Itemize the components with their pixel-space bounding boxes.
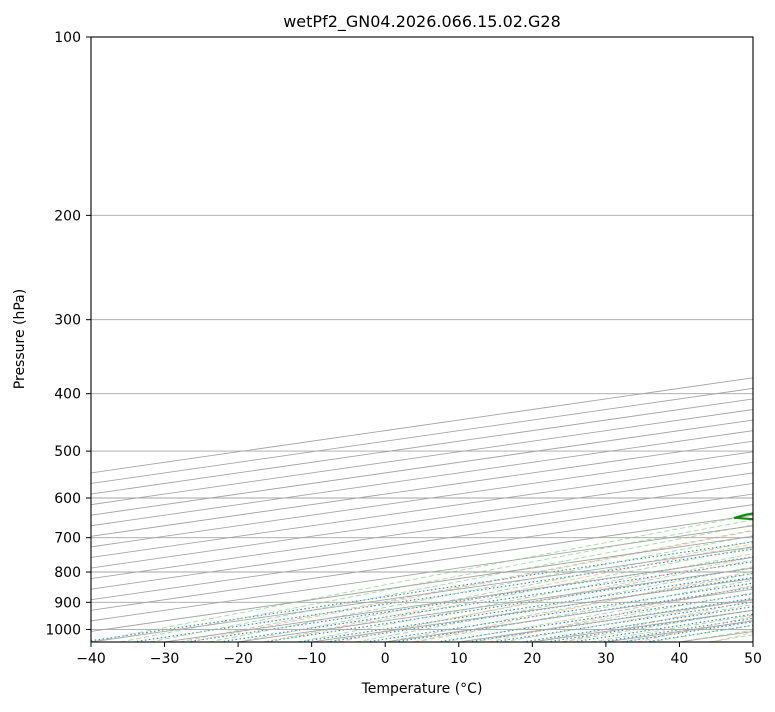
x-tick-label: −10 — [297, 651, 327, 667]
chart-title: wetPf2_GN04.2026.066.15.02.G28 — [283, 12, 561, 32]
x-tick-label: 30 — [597, 651, 615, 667]
y-tick-label: 100 — [54, 30, 81, 46]
x-tick-label: −20 — [223, 651, 253, 667]
plot-area — [91, 37, 753, 642]
y-axis-label: Pressure (hPa) — [12, 289, 28, 389]
x-tick-label: −30 — [150, 651, 180, 667]
x-axis-label: Temperature (°C) — [361, 681, 483, 697]
y-tick-label: 900 — [54, 595, 81, 611]
x-tick-label: −40 — [76, 651, 106, 667]
x-tick-label: 10 — [450, 651, 468, 667]
y-tick-label: 700 — [54, 531, 81, 547]
x-tick-label: 0 — [381, 651, 390, 667]
x-tick-label: 20 — [523, 651, 541, 667]
y-tick-label: 300 — [54, 313, 81, 329]
y-tick-label: 400 — [54, 387, 81, 403]
y-tick-label: 1000 — [45, 622, 81, 638]
y-tick-label: 500 — [54, 444, 81, 460]
y-tick-label: 800 — [54, 565, 81, 581]
x-tick-label: 50 — [744, 651, 762, 667]
y-tick-label: 200 — [54, 208, 81, 224]
y-tick-label: 600 — [54, 491, 81, 507]
x-tick-label: 40 — [671, 651, 689, 667]
